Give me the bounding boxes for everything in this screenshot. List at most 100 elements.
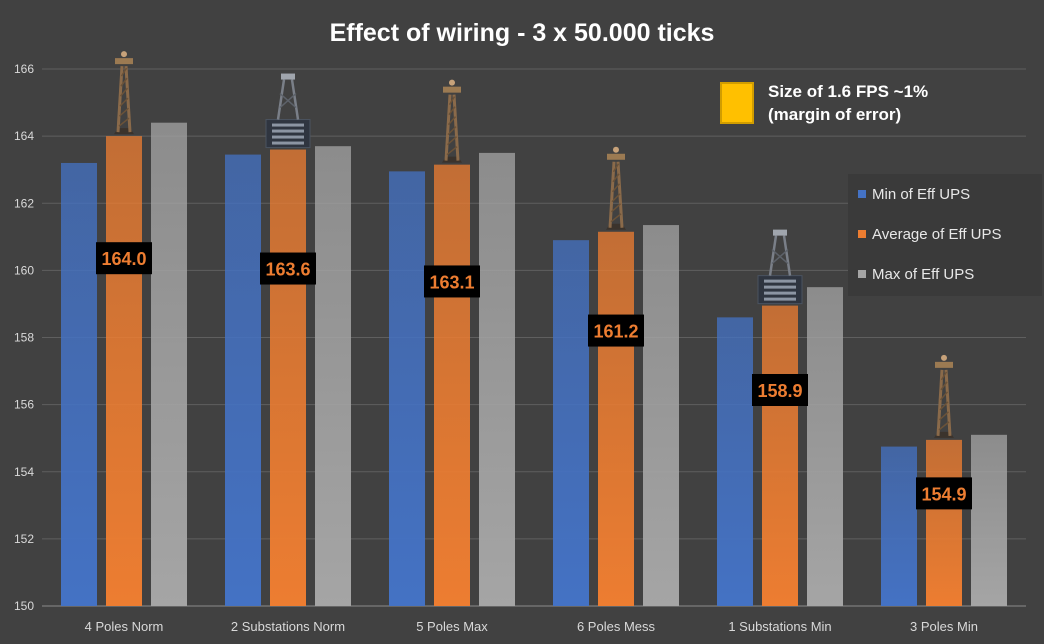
x-tick-label: 4 Poles Norm	[85, 619, 164, 634]
substation-leg	[276, 79, 286, 120]
substation-brace	[771, 249, 789, 265]
bar-max	[971, 434, 1007, 606]
pole-brace	[120, 77, 128, 87]
medium-pole-icon	[442, 79, 462, 163]
y-tick-label: 166	[14, 62, 34, 76]
bar-max	[479, 152, 515, 606]
pole-brace	[447, 116, 457, 126]
pole-head	[443, 86, 461, 93]
pole-brace	[939, 401, 949, 411]
data-label-box	[96, 242, 152, 275]
x-tick-label: 6 Poles Mess	[577, 619, 656, 634]
pole-cap	[121, 51, 127, 58]
bar-average	[762, 305, 798, 606]
bar-average	[270, 149, 306, 607]
medium-pole-icon	[114, 51, 134, 135]
bar-max	[643, 225, 679, 607]
legend-swatch-average	[858, 230, 866, 238]
pole-brace	[938, 421, 950, 431]
chart-title: Effect of wiring - 3 x 50.000 ticks	[330, 19, 715, 47]
pole-brace	[448, 106, 456, 116]
y-tick-label: 154	[14, 465, 34, 479]
pole-brace	[611, 183, 621, 193]
data-label-box	[260, 252, 316, 285]
bar-min	[389, 171, 425, 606]
legend-label-average: Average of Eff UPS	[872, 225, 1002, 243]
legend-swatch-max	[858, 270, 866, 278]
pole-brace	[612, 173, 620, 183]
bar-min	[61, 162, 97, 606]
legend-swatch-min	[858, 190, 866, 198]
pole-brace	[447, 126, 457, 136]
pole-brace	[611, 203, 621, 213]
substation-leg	[768, 235, 778, 276]
legend-label-min: Min of Eff UPS	[872, 185, 971, 203]
data-label: 161.2	[593, 322, 638, 342]
pole-brace	[939, 391, 949, 401]
y-tick-label: 160	[14, 263, 34, 277]
pole-cap	[613, 146, 619, 153]
substation-leg	[290, 79, 300, 120]
substation-head	[773, 229, 787, 236]
legend: Min of Eff UPS Average of Eff UPS Max of…	[848, 174, 1042, 296]
pole-brace	[940, 381, 948, 391]
pole-brace	[119, 97, 129, 107]
legend-item-min: Min of Eff UPS	[858, 184, 970, 204]
substation-icon	[757, 229, 803, 305]
bar-min	[717, 317, 753, 606]
tower-icons	[114, 51, 954, 438]
pole-brace	[939, 411, 949, 421]
substation-coil	[272, 129, 304, 133]
pole-brace	[118, 117, 130, 127]
legend-item-average: Average of Eff UPS	[858, 224, 1002, 244]
margin-text-line2: (margin of error)	[768, 105, 902, 124]
legend-item-max: Max of Eff UPS	[858, 264, 974, 284]
y-tick-label: 156	[14, 398, 34, 412]
substation-coil	[764, 285, 796, 289]
data-label-box	[424, 265, 480, 298]
substation-coil	[272, 141, 304, 145]
pole-brace	[447, 136, 457, 146]
pole-leg	[608, 161, 616, 228]
pole-leg	[936, 369, 944, 436]
substation-icon	[265, 73, 311, 149]
substation-coil	[272, 123, 304, 127]
pole-brace	[446, 146, 458, 156]
bar-max	[315, 146, 351, 606]
margin-text: Size of 1.6 FPS ~1% (margin of error)	[768, 80, 928, 126]
pole-brace	[120, 67, 128, 77]
substation-leg	[782, 235, 792, 276]
pole-leg	[444, 94, 452, 161]
y-tick-label: 162	[14, 196, 34, 210]
data-label: 163.6	[265, 260, 310, 280]
pole-leg	[116, 66, 124, 133]
medium-pole-icon	[934, 354, 954, 438]
medium-pole-icon	[606, 146, 626, 230]
bar-average	[598, 231, 634, 606]
data-label: 158.9	[757, 381, 802, 401]
data-label: 154.9	[921, 484, 966, 504]
bar-max	[151, 122, 187, 606]
margin-text-line1: Size of 1.6 FPS ~1%	[768, 82, 929, 101]
y-tick-label: 150	[14, 599, 34, 613]
pole-head	[607, 153, 625, 160]
data-label-box	[752, 373, 808, 406]
data-label-box	[916, 477, 972, 510]
pole-brace	[119, 87, 129, 97]
bar-min	[225, 154, 261, 606]
data-label: 164.0	[101, 249, 146, 269]
bar-max	[807, 287, 843, 606]
x-tick-label: 3 Poles Min	[910, 619, 978, 634]
y-axis: 150 152 154 156 158 160 162 164 166	[14, 62, 34, 613]
x-tick-label: 5 Poles Max	[416, 619, 488, 634]
pole-brace	[610, 213, 622, 223]
x-tick-label: 1 Substations Min	[728, 619, 831, 634]
x-axis: 4 Poles Norm 2 Substations Norm 5 Poles Ma…	[42, 605, 1026, 634]
pole-brace	[448, 96, 456, 106]
bar-average	[926, 439, 962, 606]
legend-label-max: Max of Eff UPS	[872, 265, 975, 283]
bars	[61, 122, 1007, 607]
bar-average	[434, 164, 470, 606]
pole-brace	[940, 371, 948, 381]
